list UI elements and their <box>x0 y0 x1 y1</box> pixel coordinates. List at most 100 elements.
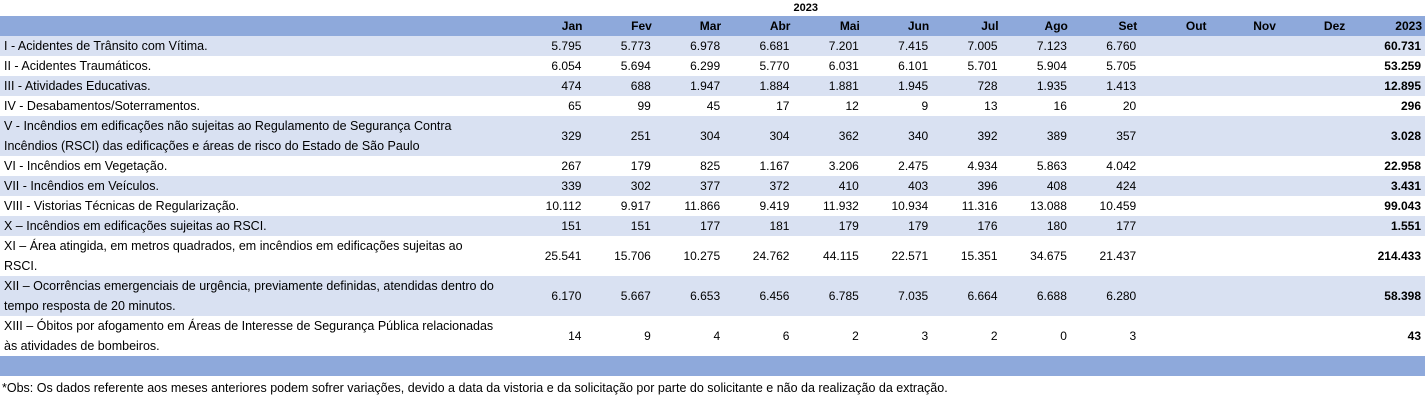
header-month-mar: Mar <box>654 16 725 36</box>
row-label: V - Incêndios em edificações não sujeita… <box>0 116 500 156</box>
header-month-dez: Dez <box>1278 16 1349 36</box>
row-value-abr: 304 <box>724 116 794 156</box>
row-value-jan: 151 <box>499 216 586 236</box>
row-label: XI – Área atingida, em metros quadrados,… <box>0 236 500 276</box>
row-value-dez <box>1278 76 1349 96</box>
row-value-abr: 5.770 <box>724 56 794 76</box>
table-row: XII – Ocorrências emergenciais de urgênc… <box>0 276 1425 316</box>
row-value-jan: 474 <box>499 76 586 96</box>
row-value-jan: 339 <box>499 176 586 196</box>
row-value-mar: 377 <box>654 176 725 196</box>
row-value-jun: 403 <box>862 176 933 196</box>
row-value-dez <box>1278 56 1349 76</box>
row-value-fev: 151 <box>585 216 655 236</box>
row-value-fev: 5.667 <box>585 276 655 316</box>
row-label: VII - Incêndios em Veículos. <box>0 176 500 196</box>
table-row: VIII - Vistorias Técnicas de Regularizaç… <box>0 196 1425 216</box>
row-value-out <box>1140 116 1210 156</box>
row-value-jun: 340 <box>862 116 933 156</box>
row-value-mar: 304 <box>654 116 725 156</box>
year-row: 2023 <box>0 0 1425 16</box>
table-row: XIII – Óbitos por afogamento em Áreas de… <box>0 316 1425 356</box>
row-value-ago: 5.904 <box>1001 56 1071 76</box>
row-value-nov <box>1209 196 1279 216</box>
row-value-set: 20 <box>1070 96 1141 116</box>
row-value-fev: 99 <box>585 96 655 116</box>
row-value-set: 10.459 <box>1070 196 1141 216</box>
row-value-ago: 6.688 <box>1001 276 1071 316</box>
row-value-mar: 10.275 <box>654 236 725 276</box>
row-value-dez <box>1278 196 1349 216</box>
table-row: III - Atividades Educativas. 474 688 1.947 1… <box>0 76 1425 96</box>
row-value-ago: 16 <box>1001 96 1071 116</box>
table-row: XI – Área atingida, em metros quadrados,… <box>0 236 1425 276</box>
row-total: 60.731 <box>1348 36 1425 56</box>
row-value-jun: 6.101 <box>862 56 933 76</box>
row-total: 3.431 <box>1348 176 1425 196</box>
row-value-abr: 17 <box>724 96 794 116</box>
row-value-set: 4.042 <box>1070 156 1141 176</box>
row-value-nov <box>1209 116 1279 156</box>
row-value-nov <box>1209 236 1279 276</box>
row-value-set: 6.760 <box>1070 36 1141 56</box>
row-value-jun: 7.035 <box>862 276 933 316</box>
row-label: VI - Incêndios em Vegetação. <box>0 156 500 176</box>
row-label: I - Acidentes de Trânsito com Vítima. <box>0 36 500 56</box>
row-value-mar: 11.866 <box>654 196 725 216</box>
row-value-ago: 7.123 <box>1001 36 1071 56</box>
row-value-out <box>1140 56 1210 76</box>
row-value-nov <box>1209 216 1279 236</box>
row-total: 296 <box>1348 96 1425 116</box>
row-value-mai: 6.785 <box>793 276 863 316</box>
row-value-mai: 44.115 <box>793 236 863 276</box>
row-value-ago: 389 <box>1001 116 1071 156</box>
row-value-nov <box>1209 276 1279 316</box>
row-total: 12.895 <box>1348 76 1425 96</box>
row-value-fev: 5.694 <box>585 56 655 76</box>
year-label: 2023 <box>793 0 933 16</box>
row-value-nov <box>1209 96 1279 116</box>
row-value-ago: 0 <box>1001 316 1071 356</box>
row-value-out <box>1140 276 1210 316</box>
row-value-nov <box>1209 316 1279 356</box>
row-value-ago: 34.675 <box>1001 236 1071 276</box>
header-month-nov: Nov <box>1209 16 1279 36</box>
row-value-mar: 6.978 <box>654 36 725 56</box>
row-total: 58.398 <box>1348 276 1425 316</box>
row-value-fev: 251 <box>585 116 655 156</box>
row-value-out <box>1140 76 1210 96</box>
row-value-mar: 45 <box>654 96 725 116</box>
row-value-mar: 6.299 <box>654 56 725 76</box>
header-month-jan: Jan <box>499 16 586 36</box>
row-value-mai: 11.932 <box>793 196 863 216</box>
row-value-jan: 329 <box>499 116 586 156</box>
row-value-abr: 1.884 <box>724 76 794 96</box>
row-value-mai: 3.206 <box>793 156 863 176</box>
header-total: 2023 <box>1348 16 1425 36</box>
row-value-jan: 14 <box>499 316 586 356</box>
row-value-ago: 13.088 <box>1001 196 1071 216</box>
row-value-set: 6.280 <box>1070 276 1141 316</box>
row-value-abr: 9.419 <box>724 196 794 216</box>
table-row: II - Acidentes Traumáticos. 6.054 5.694 6.2… <box>0 56 1425 76</box>
row-label: III - Atividades Educativas. <box>0 76 500 96</box>
row-value-mai: 410 <box>793 176 863 196</box>
row-value-jan: 65 <box>499 96 586 116</box>
row-value-jul: 392 <box>932 116 1002 156</box>
table-row: I - Acidentes de Trânsito com Vítima. 5.7… <box>0 36 1425 56</box>
row-total: 3.028 <box>1348 116 1425 156</box>
row-value-dez <box>1278 116 1349 156</box>
row-label: X – Incêndios em edificações sujeitas ao… <box>0 216 500 236</box>
row-value-abr: 6.456 <box>724 276 794 316</box>
row-value-abr: 6.681 <box>724 36 794 56</box>
row-total: 99.043 <box>1348 196 1425 216</box>
row-value-mai: 362 <box>793 116 863 156</box>
row-value-nov <box>1209 176 1279 196</box>
row-value-set: 357 <box>1070 116 1141 156</box>
row-value-jan: 267 <box>499 156 586 176</box>
row-value-dez <box>1278 176 1349 196</box>
row-value-jul: 5.701 <box>932 56 1002 76</box>
row-value-mar: 1.947 <box>654 76 725 96</box>
row-value-fev: 15.706 <box>585 236 655 276</box>
row-value-out <box>1140 156 1210 176</box>
